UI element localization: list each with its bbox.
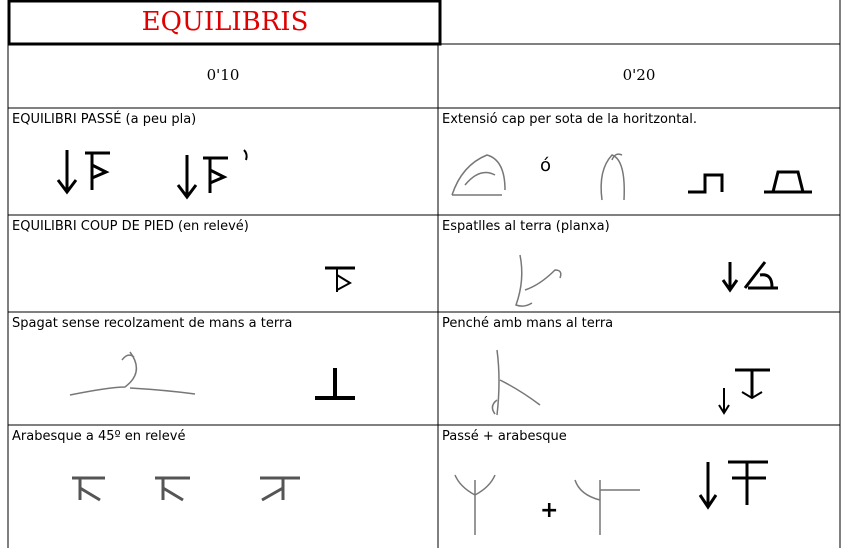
- cell-label: Penché amb mans al terra: [442, 316, 614, 331]
- cell-label: Arabesque a 45º en relevé: [12, 429, 186, 444]
- cell-label: Spagat sense recolzament de mans a terra: [12, 316, 293, 331]
- connector: +: [540, 498, 559, 523]
- cell-label: Extensió cap per sota de la horitzontal.: [442, 112, 698, 127]
- figure-sketches: [69, 153, 640, 535]
- column-header: 0'10: [206, 66, 240, 84]
- column-header: 0'20: [622, 66, 656, 84]
- connector: ó: [540, 155, 552, 176]
- cell-label: Passé + arabesque: [442, 429, 567, 444]
- cell-label: EQUILIBRI PASSÉ (a peu pla): [12, 112, 197, 127]
- title: EQUILIBRIS: [141, 7, 309, 37]
- notation-symbols: [56, 149, 812, 510]
- cell-label: EQUILIBRI COUP DE PIED (en relevé): [12, 219, 249, 234]
- cell-label: Espatlles al terra (planxa): [442, 219, 610, 234]
